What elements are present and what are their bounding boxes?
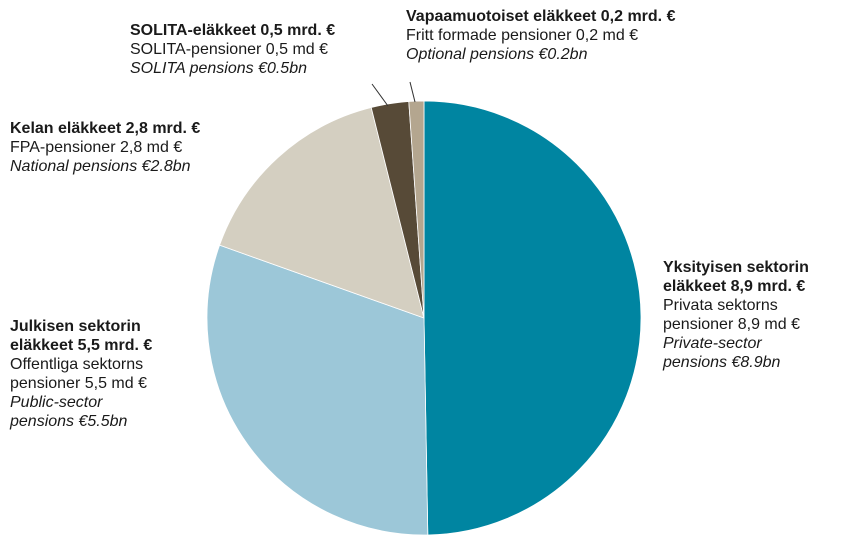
slice-label: eläkkeet 8,9 mrd. €	[663, 278, 805, 295]
slice-label: National pensions €2.8bn	[10, 158, 191, 175]
slice-label: eläkkeet 5,5 mrd. €	[10, 337, 152, 354]
slice-label: Vapaamuotoiset eläkkeet 0,2 mrd. €	[406, 8, 676, 25]
slice-label: Optional pensions €0.2bn	[406, 46, 588, 63]
slice-label: pensioner 8,9 md €	[663, 316, 800, 333]
slice-label: Fritt formade pensioner 0,2 md €	[406, 27, 638, 44]
slice-label: Privata sektorns	[663, 297, 778, 314]
slice-label: FPA-pensioner 2,8 md €	[10, 139, 182, 156]
pie-slice	[408, 100, 425, 319]
pie-slice	[219, 107, 425, 319]
slice-label: Private-sector	[663, 335, 762, 352]
slice-label: pensions €5.5bn	[9, 413, 128, 430]
leader-line	[409, 81, 416, 103]
pie-slice	[206, 244, 429, 536]
pie	[206, 100, 642, 536]
slice-label: Yksityisen sektorin	[663, 259, 809, 276]
slice-label: SOLITA-eläkkeet 0,5 mrd. €	[130, 22, 335, 39]
labels: Yksityisen sektorin eläkkeet 8,9 mrd. € Pr…	[9, 8, 809, 430]
leader-line	[371, 83, 389, 107]
slice-label: pensioner 5,5 md €	[10, 375, 147, 392]
pie-slice	[423, 100, 642, 536]
slice-label: Public-sector	[10, 394, 103, 411]
slice-label: pensions €8.9bn	[662, 354, 781, 371]
slice-label: Offentliga sektorns	[10, 356, 143, 373]
slice-label: SOLITA-pensioner 0,5 md €	[130, 41, 328, 58]
slice-label: Julkisen sektorin	[10, 318, 141, 335]
slice-label: Kelan eläkkeet 2,8 mrd. €	[10, 120, 200, 137]
slice-label: SOLITA pensions €0.5bn	[130, 60, 307, 77]
